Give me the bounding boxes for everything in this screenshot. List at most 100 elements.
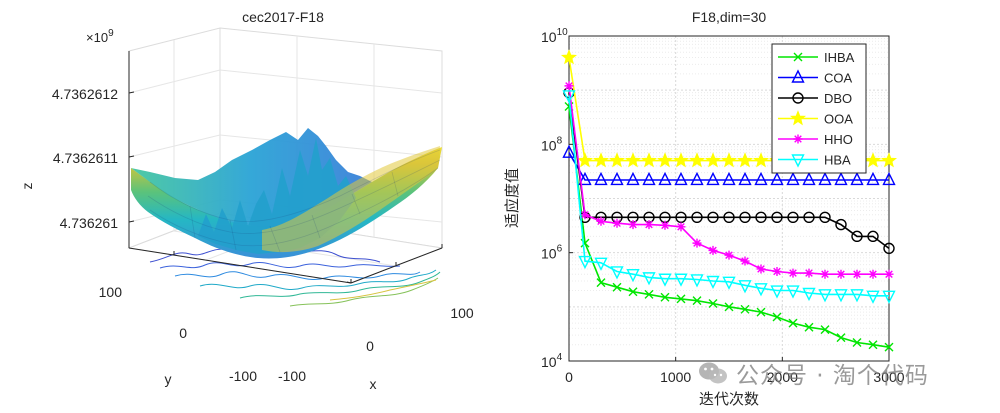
marker-hho [740, 256, 750, 266]
marker-ihba [884, 342, 894, 352]
marker-coa [674, 171, 688, 186]
legend-label-coa: COA [824, 71, 853, 86]
legend-label-hho: HHO [824, 132, 853, 147]
marker-ihba [628, 287, 638, 297]
x-tick-label-neg100: -100 [278, 368, 306, 384]
marker-hho [868, 269, 878, 279]
marker-hho [756, 264, 766, 274]
marker-hba [626, 269, 640, 283]
z-exponent-power: 9 [108, 28, 114, 39]
marker-ihba [612, 282, 622, 292]
marker-hho [708, 245, 718, 255]
marker-coa [626, 171, 640, 186]
marker-coa [642, 171, 656, 186]
marker-ihba [740, 304, 750, 314]
marker-hba [786, 285, 800, 299]
z-tick-label-2: 4.7362612 [52, 86, 118, 102]
y-tick-label: 104 [541, 352, 563, 370]
marker-ooa [736, 152, 754, 168]
legend-marker-coa [791, 69, 805, 83]
marker-hba [610, 266, 624, 280]
y-tick-label: 108 [541, 135, 563, 153]
marker-ihba [708, 299, 718, 309]
marker-hba [818, 289, 832, 303]
marker-hba [642, 272, 656, 286]
marker-dbo [771, 211, 783, 223]
z-exponent-label: ×109 [86, 28, 114, 45]
marker-ihba [836, 333, 846, 343]
surface-ticks [128, 91, 443, 284]
marker-ihba [820, 325, 830, 335]
y-tick-label-0: 0 [179, 325, 187, 341]
marker-coa [722, 171, 736, 186]
marker-ooa [560, 49, 578, 65]
z-tick-label-1: 4.7362611 [53, 150, 118, 166]
x-tick-label: 0 [565, 369, 573, 385]
marker-coa [770, 171, 784, 186]
marker-hba [754, 283, 768, 297]
marker-ihba [660, 292, 670, 302]
series-hho [564, 81, 894, 279]
marker-ooa [592, 152, 610, 168]
legend: IHBA COA DBO OOA HHO HBA [771, 43, 867, 174]
marker-dbo [723, 211, 735, 223]
surface-mesh-lines [147, 149, 441, 253]
marker-hba [834, 289, 848, 303]
marker-hba [562, 90, 576, 104]
marker-ooa [864, 152, 882, 168]
x-tick-label: 1000 [660, 369, 691, 385]
marker-ihba [676, 294, 686, 304]
z-exponent-base: ×10 [86, 30, 108, 45]
marker-dbo [835, 218, 847, 231]
marker-hba [674, 273, 688, 287]
marker-ihba [788, 318, 798, 328]
z-axis-label: z [19, 183, 35, 190]
y-tick-label-neg100: -100 [229, 368, 257, 384]
marker-ihba [852, 337, 862, 347]
marker-dbo [707, 211, 719, 223]
marker-hho [884, 269, 894, 279]
series-hba [562, 90, 896, 304]
marker-coa [738, 171, 752, 186]
marker-ihba [596, 278, 606, 288]
marker-hho [596, 216, 606, 226]
marker-hho [804, 268, 814, 278]
wechat-icon [699, 362, 727, 384]
marker-ooa [656, 152, 674, 168]
legend-marker-hho [793, 134, 803, 144]
y-axis-label: y [165, 371, 172, 387]
marker-ooa [576, 152, 594, 168]
marker-hho [788, 268, 798, 278]
marker-hba [722, 276, 736, 290]
marker-coa [754, 171, 768, 186]
marker-ooa [688, 152, 706, 168]
surface-highlight [262, 146, 440, 253]
marker-ihba [868, 340, 878, 350]
marker-hho [724, 250, 734, 260]
z-tick-label-0: 4.736261 [60, 215, 119, 231]
series-line-coa [568, 152, 889, 181]
marker-dbo [787, 211, 799, 223]
marker-coa [866, 171, 880, 186]
marker-hba [882, 290, 896, 304]
marker-hho [612, 218, 622, 228]
marker-ooa [704, 152, 722, 168]
marker-ihba [772, 312, 782, 322]
marker-coa [802, 171, 816, 186]
legend-marker-ooa [789, 110, 807, 126]
marker-coa [882, 171, 896, 186]
marker-coa [818, 171, 832, 186]
marker-ihba [644, 289, 654, 299]
marker-hho [676, 222, 686, 232]
marker-coa [594, 171, 608, 186]
marker-ihba [724, 302, 734, 312]
marker-coa [578, 171, 592, 186]
marker-ihba [804, 322, 814, 332]
marker-hho [628, 220, 638, 230]
marker-hba [850, 289, 864, 303]
y-tick-label: 106 [541, 244, 563, 262]
marker-hba [738, 280, 752, 294]
plot-frame [568, 35, 890, 362]
marker-hba [658, 273, 672, 287]
marker-hba [770, 285, 784, 299]
